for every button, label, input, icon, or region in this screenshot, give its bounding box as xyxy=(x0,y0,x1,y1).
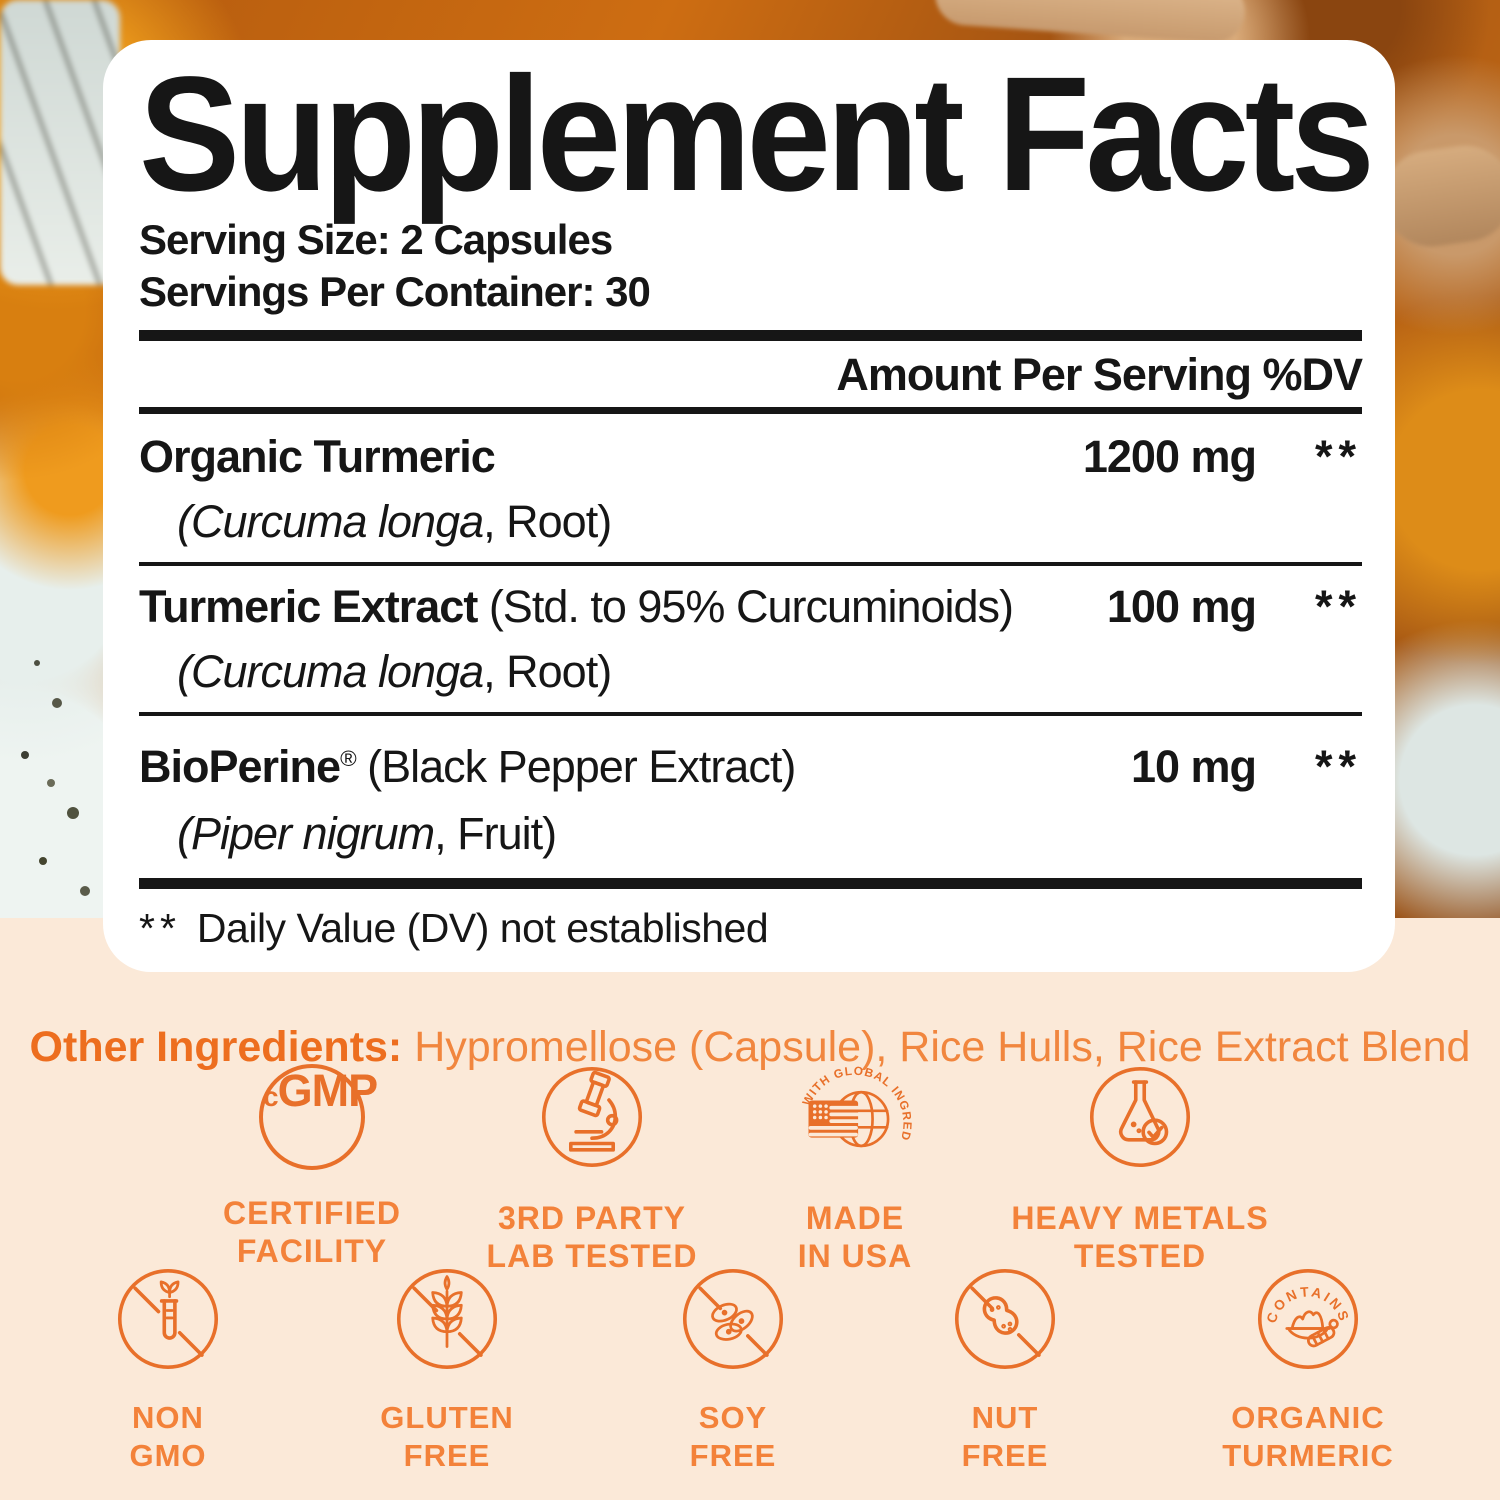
badge-label: 3RD PARTY LAB TESTED xyxy=(486,1200,698,1274)
badge-soy-free: SOY FREE xyxy=(583,1266,883,1475)
no-gluten-icon xyxy=(394,1266,500,1372)
divider-thick xyxy=(139,878,1362,889)
ingredient-amount: 10 mg xyxy=(1130,741,1257,792)
ingredient-name: Organic Turmeric xyxy=(139,431,496,482)
badge-label: HEAVY METALS TESTED xyxy=(1011,1200,1269,1274)
badge-label: CERTIFIED FACILITY xyxy=(223,1195,401,1269)
divider-thick xyxy=(139,330,1362,341)
dv-footnote: ** Daily Value (DV) not established xyxy=(139,905,769,951)
ingredient-botanical: (Curcuma longa, Root) xyxy=(177,496,612,547)
badge-label: NON GMO xyxy=(129,1400,207,1473)
marble-surface-right xyxy=(0,0,120,285)
ingredient-dv: ** xyxy=(1314,741,1362,792)
divider-thin xyxy=(139,712,1362,716)
badge-lab-tested: 3RD PARTY LAB TESTED xyxy=(442,1064,742,1275)
badge-nut-free: NUT FREE xyxy=(855,1266,1155,1475)
ingredient-name: BioPerine® (Black Pepper Extract) xyxy=(139,741,796,792)
cgmp-badge-icon: cGMP xyxy=(259,1064,378,1170)
badge-label: MADE IN USA xyxy=(797,1200,913,1274)
divider-medium xyxy=(139,407,1362,414)
divider-thin xyxy=(139,562,1362,566)
badge-label: SOY FREE xyxy=(689,1400,777,1473)
no-gmo-icon xyxy=(115,1266,221,1372)
amount-per-serving-header: Amount Per Serving %DV xyxy=(836,349,1363,400)
badge-label: NUT FREE xyxy=(961,1400,1049,1473)
usa-flag-globe-icon: WITH GLOBAL INGREDIENTS xyxy=(793,1055,917,1170)
svg-text:CONTAINS: CONTAINS xyxy=(1264,1284,1353,1325)
turmeric-root-top xyxy=(933,0,1247,45)
turmeric-root-right xyxy=(1376,139,1500,253)
ingredient-dv: ** xyxy=(1314,431,1362,482)
no-nut-icon xyxy=(952,1266,1058,1372)
ingredient-row: Turmeric Extract (Std. to 95% Curcuminoi… xyxy=(139,580,1362,634)
ingredient-amount: 100 mg xyxy=(1106,581,1257,632)
badge-certified-facility: cGMP CERTIFIED FACILITY xyxy=(162,1064,462,1270)
panel-title: Supplement Facts xyxy=(139,42,1375,225)
badge-label: ORGANIC TURMERIC xyxy=(1222,1400,1394,1473)
badge-label: GLUTEN FREE xyxy=(380,1400,514,1473)
flask-check-icon xyxy=(1087,1064,1193,1170)
ingredient-row: Organic Turmeric 1200 mg ** xyxy=(139,430,1362,484)
powder-specks xyxy=(34,660,40,666)
badge-non-gmo: NON GMO xyxy=(18,1266,318,1475)
serving-size: Serving Size: 2 Capsules xyxy=(139,216,613,263)
servings-per-container: Servings Per Container: 30 xyxy=(139,268,651,315)
no-soy-icon xyxy=(680,1266,786,1372)
ingredient-botanical: (Curcuma longa, Root) xyxy=(177,646,612,697)
ingredient-dv: ** xyxy=(1314,581,1362,632)
microscope-icon xyxy=(539,1064,645,1170)
badge-organic-turmeric: CONTAINS ORGANIC TURMERIC xyxy=(1158,1266,1458,1475)
supplement-facts-panel: Supplement Facts Serving Size: 2 Capsule… xyxy=(103,40,1395,972)
other-ingredients-line: Other Ingredients: Hypromellose (Capsule… xyxy=(29,1023,1471,1071)
badge-heavy-metals-tested: HEAVY METALS TESTED xyxy=(990,1064,1290,1275)
turmeric-bowl-icon: CONTAINS xyxy=(1255,1266,1361,1372)
ingredient-row: BioPerine® (Black Pepper Extract) 10 mg … xyxy=(139,732,1362,794)
ingredient-botanical: (Piper nigrum, Fruit) xyxy=(177,808,557,859)
badge-gluten-free: GLUTEN FREE xyxy=(297,1266,597,1475)
ingredient-amount: 1200 mg xyxy=(1082,431,1257,482)
ingredient-name: Turmeric Extract (Std. to 95% Curcuminoi… xyxy=(139,581,1014,632)
